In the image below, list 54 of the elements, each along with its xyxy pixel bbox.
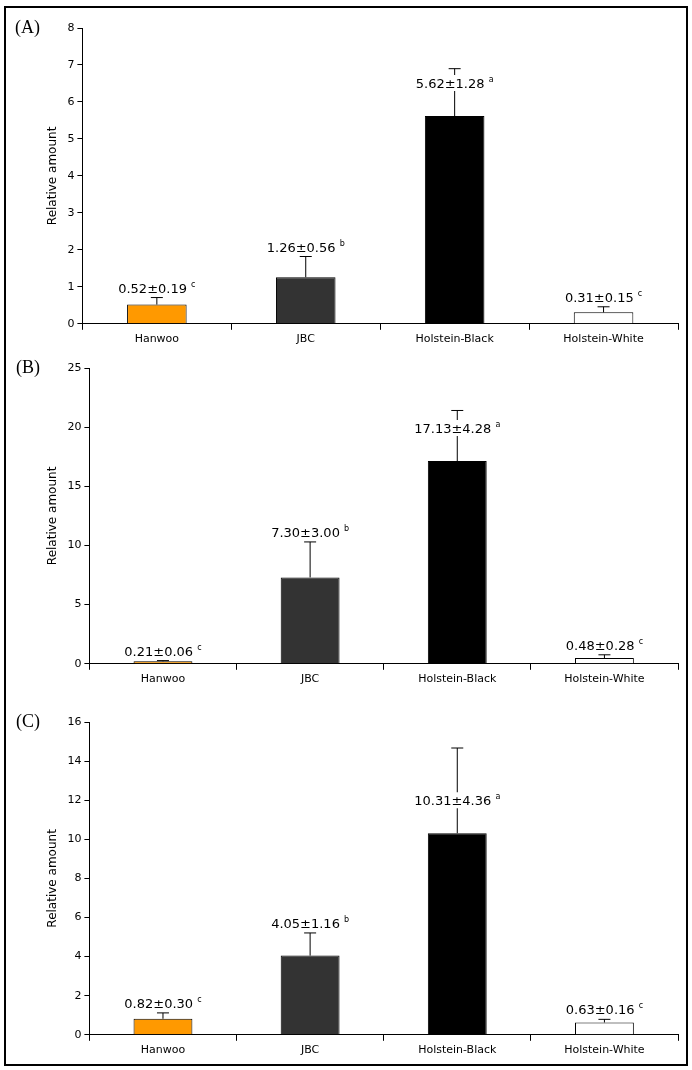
- x-tick-label: Hanwoo: [134, 332, 180, 346]
- data-label: 0.82±0.30 c: [124, 994, 202, 1011]
- y-tick-label: 8: [74, 871, 82, 885]
- y-tick-label: 5: [74, 597, 82, 611]
- x-tick-label: Holstein-Black: [418, 1043, 498, 1057]
- y-tick-label: 10: [67, 538, 82, 552]
- y-tick-label: 2: [74, 988, 82, 1002]
- y-tick-label: 0: [74, 656, 82, 670]
- y-tick-label: 0: [67, 316, 75, 330]
- y-tick-label: 25: [67, 360, 82, 374]
- data-label: 4.05±1.16 b: [271, 914, 350, 931]
- y-tick-label: 12: [67, 793, 82, 807]
- y-tick-label: 0: [74, 1027, 82, 1041]
- data-label: 5.62±1.28 a: [415, 75, 494, 91]
- y-tick-label: 2: [67, 242, 75, 256]
- chart-title: (B): [16, 356, 40, 378]
- y-tick-label: 5: [67, 131, 75, 145]
- y-tick-label: 7: [67, 57, 75, 71]
- chart-title: (C): [16, 710, 40, 732]
- data-label: 10.31±4.36 a: [414, 792, 501, 809]
- data-label: 0.63±0.16 c: [565, 1001, 644, 1018]
- data-label: 0.48±0.28 c: [565, 636, 644, 653]
- x-tick-label: Hanwoo: [140, 1043, 186, 1057]
- data-label: 0.31±0.15 c: [564, 288, 643, 305]
- data-label: 17.13±4.28 a: [414, 420, 501, 437]
- y-tick-label: 10: [67, 832, 82, 846]
- x-tick-label: Holstein-Black: [418, 672, 498, 686]
- y-tick-label: 20: [67, 420, 82, 434]
- x-tick-label: JBC: [299, 1043, 320, 1057]
- data-label: 7.30±3.00 b: [271, 523, 350, 540]
- x-tick-label: JBC: [295, 332, 316, 346]
- x-tick-label: JBC: [299, 672, 320, 686]
- y-tick-label: 16: [67, 714, 82, 728]
- y-tick-label: 3: [67, 205, 75, 219]
- data-label: 1.26±0.56 b: [266, 238, 345, 255]
- chart-title: (A): [15, 16, 40, 38]
- y-axis-title: Relative amount: [45, 828, 60, 928]
- y-tick-label: 6: [67, 94, 75, 108]
- x-tick-label: Hanwoo: [140, 672, 186, 686]
- x-tick-label: Holstein-White: [564, 1043, 645, 1057]
- x-tick-label: Holstein-White: [563, 332, 644, 346]
- data-label: 0.52±0.19 c: [118, 279, 196, 296]
- y-tick-label: 8: [67, 20, 75, 34]
- y-tick-label: 4: [74, 949, 82, 963]
- data-label: 0.21±0.06 c: [124, 642, 202, 659]
- x-tick-label: Holstein-White: [564, 672, 645, 686]
- y-tick-label: 4: [67, 168, 75, 182]
- x-tick-label: Holstein-Black: [415, 332, 495, 346]
- y-tick-label: 15: [67, 479, 82, 493]
- y-tick-label: 14: [67, 753, 82, 767]
- y-tick-label: 1: [67, 279, 75, 293]
- y-tick-label: 6: [74, 910, 82, 924]
- y-axis-title: Relative amount: [45, 466, 60, 566]
- y-axis-title: Relative amount: [45, 126, 60, 226]
